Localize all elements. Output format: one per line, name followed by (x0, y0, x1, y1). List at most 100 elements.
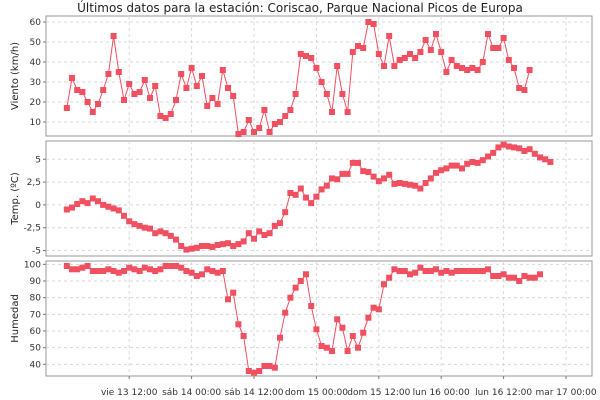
data-point (303, 53, 309, 59)
data-point (407, 271, 413, 278)
data-point (230, 93, 237, 99)
data-point (412, 55, 419, 61)
data-point (521, 148, 528, 154)
data-point (79, 89, 86, 95)
data-point (141, 77, 148, 83)
data-point (339, 91, 346, 97)
data-point (375, 178, 382, 185)
data-point (225, 240, 231, 247)
data-point (355, 344, 361, 351)
data-point (521, 273, 528, 279)
data-point (542, 156, 549, 163)
data-point (329, 348, 335, 354)
data-point (167, 263, 174, 269)
data-point (334, 63, 341, 69)
data-point (438, 49, 445, 55)
data-point (126, 218, 133, 225)
data-point (89, 109, 96, 115)
data-point (490, 273, 497, 279)
data-point (110, 205, 117, 212)
data-point (173, 236, 179, 243)
data-point (178, 71, 185, 77)
data-point (381, 175, 387, 182)
y-tick-label: 90 (30, 277, 42, 287)
panel-1: -5 -2,5 0 2,5 5 Temp. (ºC) (10, 140, 593, 257)
data-point (303, 271, 309, 278)
data-point (126, 264, 133, 271)
data-point (95, 101, 101, 107)
data-point (287, 190, 294, 196)
data-point (391, 180, 398, 187)
data-point (433, 266, 439, 273)
data-point (401, 55, 408, 61)
data-point (115, 69, 122, 75)
y-axis-label: Temp. (ºC) (10, 172, 21, 226)
data-point (162, 115, 169, 121)
data-point (370, 21, 377, 27)
data-point (287, 294, 294, 301)
y-tick-label: 30 (30, 78, 42, 88)
data-point (230, 289, 237, 296)
data-point (474, 67, 481, 73)
x-tick-label: vie 13 12:00 (101, 388, 158, 398)
data-point (505, 57, 512, 63)
data-point (188, 65, 195, 71)
data-point (261, 232, 268, 238)
data-point (448, 162, 455, 169)
data-point (251, 235, 257, 242)
data-point (427, 47, 434, 53)
data-point (479, 268, 486, 274)
data-point (141, 224, 148, 231)
data-point (69, 75, 75, 81)
data-point (292, 91, 299, 97)
data-point (271, 222, 278, 229)
data-point (292, 284, 299, 291)
data-point (74, 87, 81, 93)
data-point (318, 186, 325, 193)
y-tick-label: 60 (30, 327, 42, 337)
data-point (297, 185, 304, 192)
data-point (391, 63, 398, 69)
data-point (339, 170, 346, 177)
data-point (485, 153, 491, 160)
data-point (63, 206, 70, 213)
data-point (141, 264, 148, 271)
y-tick-label: 10 (30, 118, 42, 128)
data-point (381, 63, 387, 69)
data-point (240, 129, 247, 135)
data-point (422, 37, 429, 43)
data-point (417, 264, 424, 271)
data-point (136, 222, 143, 229)
data-point (495, 273, 502, 279)
data-point (266, 230, 273, 237)
data-point (282, 309, 289, 316)
data-point (521, 87, 528, 93)
data-point (511, 144, 517, 151)
data-point (261, 363, 268, 369)
data-point (490, 45, 497, 51)
data-point (245, 230, 252, 237)
data-point (277, 334, 283, 341)
data-point (427, 175, 434, 182)
data-point (178, 243, 185, 249)
data-point (277, 220, 283, 227)
plot-area (45, 140, 593, 257)
data-point (214, 269, 221, 276)
data-point (121, 268, 127, 274)
data-point (469, 65, 476, 71)
data-point (526, 67, 533, 73)
data-point (251, 129, 257, 135)
data-point (277, 119, 283, 125)
data-point (370, 304, 377, 311)
data-point (204, 103, 211, 109)
data-point (79, 198, 86, 205)
data-point (511, 274, 517, 281)
y-tick-label: 100 (24, 260, 41, 270)
y-axis-label: Humedad (10, 294, 21, 343)
data-point (485, 31, 491, 37)
data-point (469, 159, 476, 165)
data-point (448, 57, 455, 63)
x-tick-label: sáb 14 12:00 (224, 388, 283, 398)
data-point (313, 193, 320, 200)
